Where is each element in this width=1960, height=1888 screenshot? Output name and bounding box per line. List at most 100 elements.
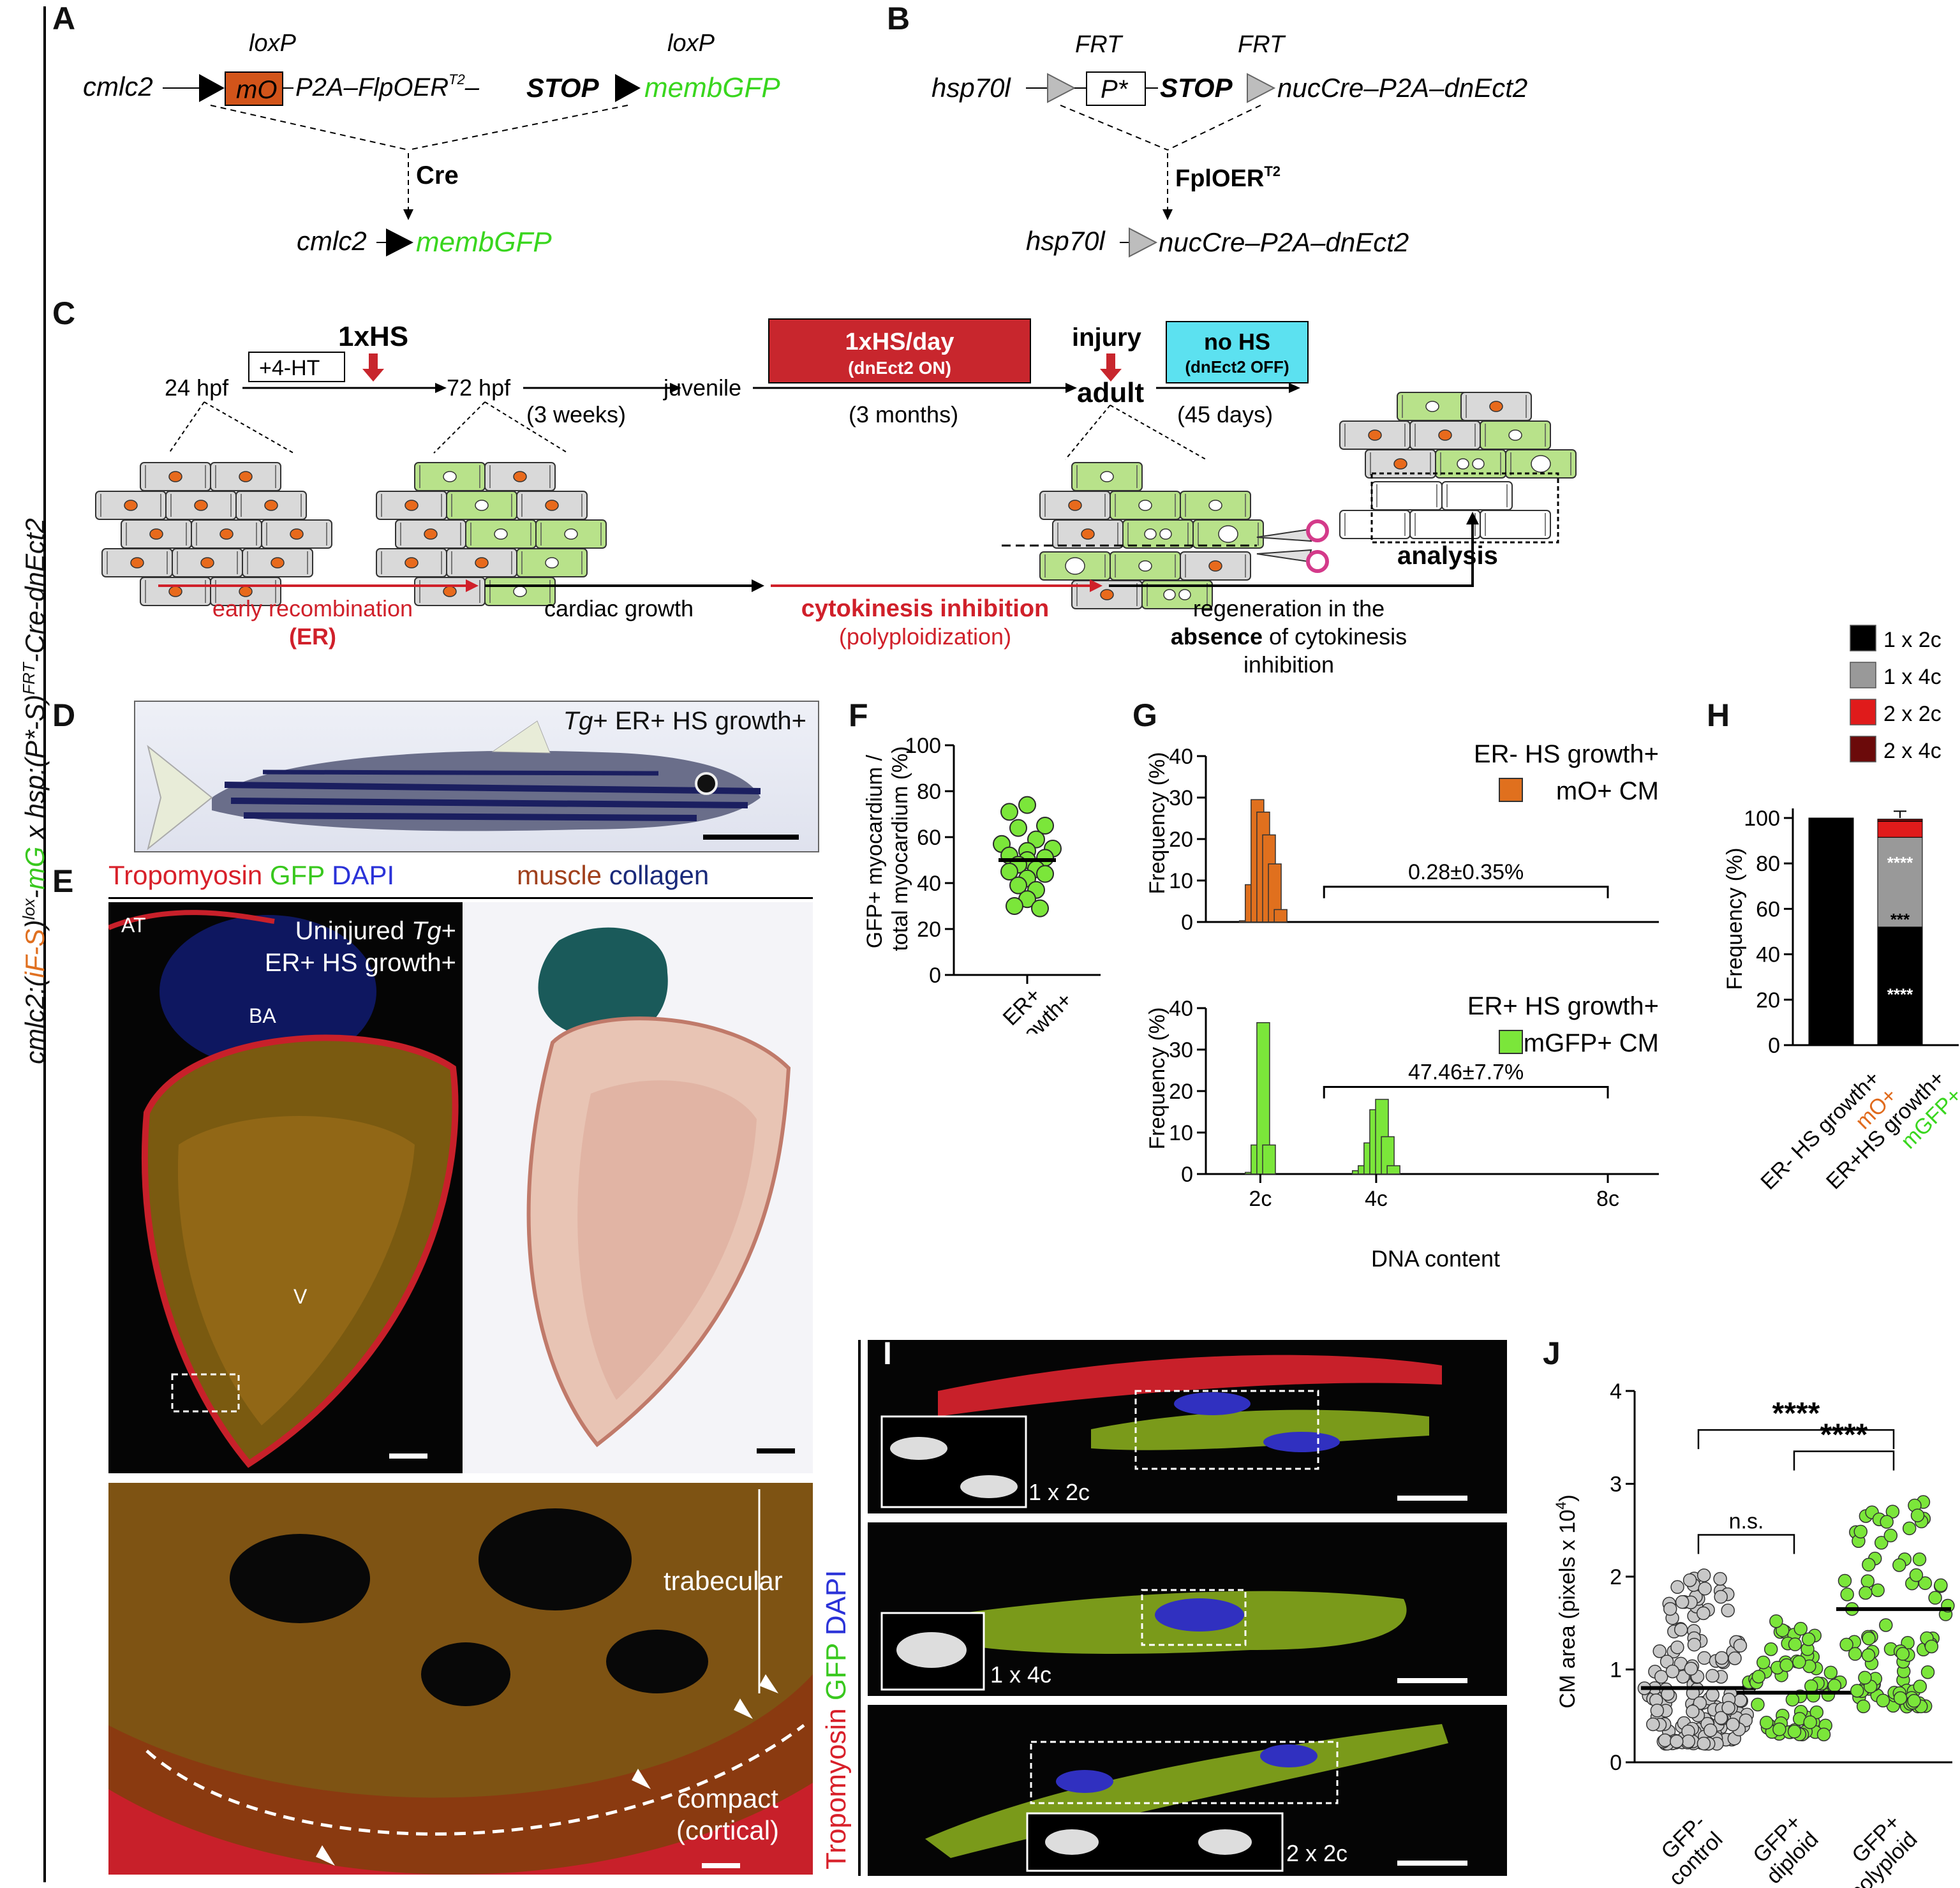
g-y-tick-label: 30 — [1169, 786, 1193, 810]
side-genotype-label: cmlc2:(iF-S)lox-mG x hsp:(P*-S)FRT-Cre-d… — [19, 518, 50, 1064]
h-y-tick-label: 80 — [1756, 852, 1780, 876]
j-sig-label: **** — [1820, 1418, 1868, 1452]
j-data-point — [1646, 1717, 1660, 1732]
mo-label: mO — [236, 76, 277, 104]
g-legend-label: mGFP+ CM — [1524, 1029, 1659, 1057]
j-data-point — [1705, 1669, 1719, 1683]
h-y-tick-label: 0 — [1768, 1034, 1780, 1058]
j-data-point — [1654, 1670, 1668, 1684]
panel-label-e: E — [52, 863, 74, 899]
j-data-point — [1920, 1665, 1935, 1679]
h-sig-2x2c: *** — [1890, 910, 1910, 929]
h-legend-label: 1 x 4c — [1883, 665, 1941, 689]
j-data-point — [1681, 1734, 1696, 1748]
j-data-point — [1787, 1725, 1802, 1739]
j-sig-bracket — [1697, 1534, 1795, 1554]
h-legend-label: 2 x 2c — [1883, 702, 1941, 726]
j-data-point — [1907, 1693, 1921, 1708]
phase4-label-2: absence of cytokinesis — [1171, 623, 1407, 650]
frt-triangle-2 — [1247, 73, 1276, 103]
hsday-sub: (dnEct2 ON) — [848, 358, 951, 378]
days-label: (45 days) — [1177, 401, 1273, 427]
j-data-point — [1792, 1655, 1806, 1669]
g-y-tick-label: 30 — [1169, 1038, 1193, 1062]
left-rule — [43, 6, 46, 1882]
4ht-label: +4-HT — [259, 356, 320, 380]
phase2-label: cardiac growth — [544, 595, 694, 621]
pstar-label: P* — [1101, 75, 1129, 103]
j-data-point — [1793, 1621, 1808, 1636]
j-data-point — [1902, 1521, 1917, 1536]
pstar-box — [1086, 71, 1146, 106]
f-y-tick-label: 60 — [917, 826, 941, 850]
j-data-point — [1769, 1614, 1783, 1628]
j-data-point — [1721, 1603, 1735, 1617]
g-y-tick-label: 0 — [1181, 911, 1193, 935]
panel-label-g: G — [1132, 697, 1157, 733]
panel-b-construct: FRT FRT hsp70l P* STOP nucCre–P2A–dnEct2… — [932, 31, 1527, 258]
j-data-point — [1924, 1639, 1939, 1654]
h-legend-swatch — [1850, 736, 1876, 762]
h-stacked-segment — [1877, 836, 1923, 928]
j-data-point — [1734, 1693, 1748, 1707]
j-y-tick-label: 2 — [1610, 1565, 1622, 1589]
g-y-tick-label: 40 — [1169, 745, 1193, 769]
h-sig-1x4c: **** — [1887, 853, 1913, 872]
f-data-point — [1000, 863, 1018, 881]
compact-trabecular-zoom-image: trabecular compact (cortical) — [108, 1483, 813, 1875]
j-data-point — [1918, 1576, 1933, 1590]
j-data-point — [1896, 1647, 1910, 1661]
panel-label-b: B — [887, 1, 910, 36]
j-data-point — [1772, 1722, 1786, 1737]
j-data-point — [1883, 1528, 1898, 1543]
panel-j-chart: CM area (pixels x 104) 0 1 2 3 4 ******** n.s… — [1553, 1379, 1955, 1888]
f-ylabel: GFP+ myocardium / total myocardium (%) — [863, 746, 912, 951]
f-y-tick-label: 80 — [917, 780, 941, 804]
f-xlabel: ER+ HS growth+ — [961, 970, 1077, 1034]
f-data-point — [1031, 899, 1049, 918]
f-data-point — [1006, 897, 1023, 915]
j-y-tick-label: 0 — [1610, 1751, 1622, 1775]
result-promoter-a: cmlc2 — [297, 226, 367, 256]
g-bracket-label: 0.28±0.35% — [1408, 860, 1524, 884]
j-y-tick-label: 3 — [1610, 1473, 1622, 1497]
j-data-point — [1714, 1711, 1728, 1725]
g-bracket-label: 47.46±7.7% — [1408, 1060, 1524, 1085]
i-stain-label: Tropomyosin GFP DAPI — [820, 1570, 852, 1869]
j-data-point — [1696, 1606, 1711, 1621]
j-data-point — [1912, 1552, 1927, 1566]
v-label: V — [293, 1285, 308, 1308]
panel-g-chart: Frequency (%) Frequency (%) 0 10 20 30 40 ER-… — [1145, 740, 1659, 1272]
j-data-point — [1665, 1664, 1680, 1679]
j-data-point — [1779, 1658, 1793, 1672]
cm-label-2x2c: 2 x 2c — [1286, 1840, 1348, 1866]
g-y-tick-label: 10 — [1169, 1121, 1193, 1145]
h-stacked-segment — [1877, 819, 1923, 822]
fish-tail — [147, 745, 213, 851]
h-ylabel: Frequency (%) — [1723, 848, 1747, 990]
cm-label-1x4c: 1 x 4c — [990, 1661, 1052, 1688]
g-histogram-bar — [1262, 1144, 1276, 1175]
j-data-point — [1785, 1693, 1800, 1707]
j-data-point — [1910, 1508, 1925, 1522]
compact-label: compact (cortical) — [676, 1783, 780, 1845]
heart-histology-image — [463, 902, 813, 1473]
j-data-point — [1876, 1693, 1890, 1707]
g-x-tick-label: 4c — [1365, 1187, 1388, 1211]
analysis-label: analysis — [1397, 542, 1498, 570]
e-uninjured-label: Uninjured Tg+ ER+ HS growth+ — [264, 917, 456, 977]
j-data-point — [1728, 1651, 1742, 1665]
j-data-point — [1880, 1515, 1894, 1529]
h-y-tick-label: 60 — [1756, 897, 1780, 921]
j-data-point — [1859, 1586, 1873, 1600]
h-stacked-segment — [1877, 926, 1923, 1046]
4ht-box — [248, 352, 345, 382]
e-stain-right: muscle collagen — [517, 860, 709, 890]
h-y-tick-label: 40 — [1756, 943, 1780, 967]
j-data-point — [1739, 1713, 1753, 1727]
j-data-point — [1714, 1651, 1729, 1665]
j-data-point — [1687, 1637, 1702, 1652]
panel-a-construct: loxP loxP cmlc2 mO P2A–FlpOERT2– STOP me… — [83, 30, 780, 258]
h-stacked-segment — [1808, 817, 1854, 819]
loxp-triangle-1 — [199, 74, 225, 102]
